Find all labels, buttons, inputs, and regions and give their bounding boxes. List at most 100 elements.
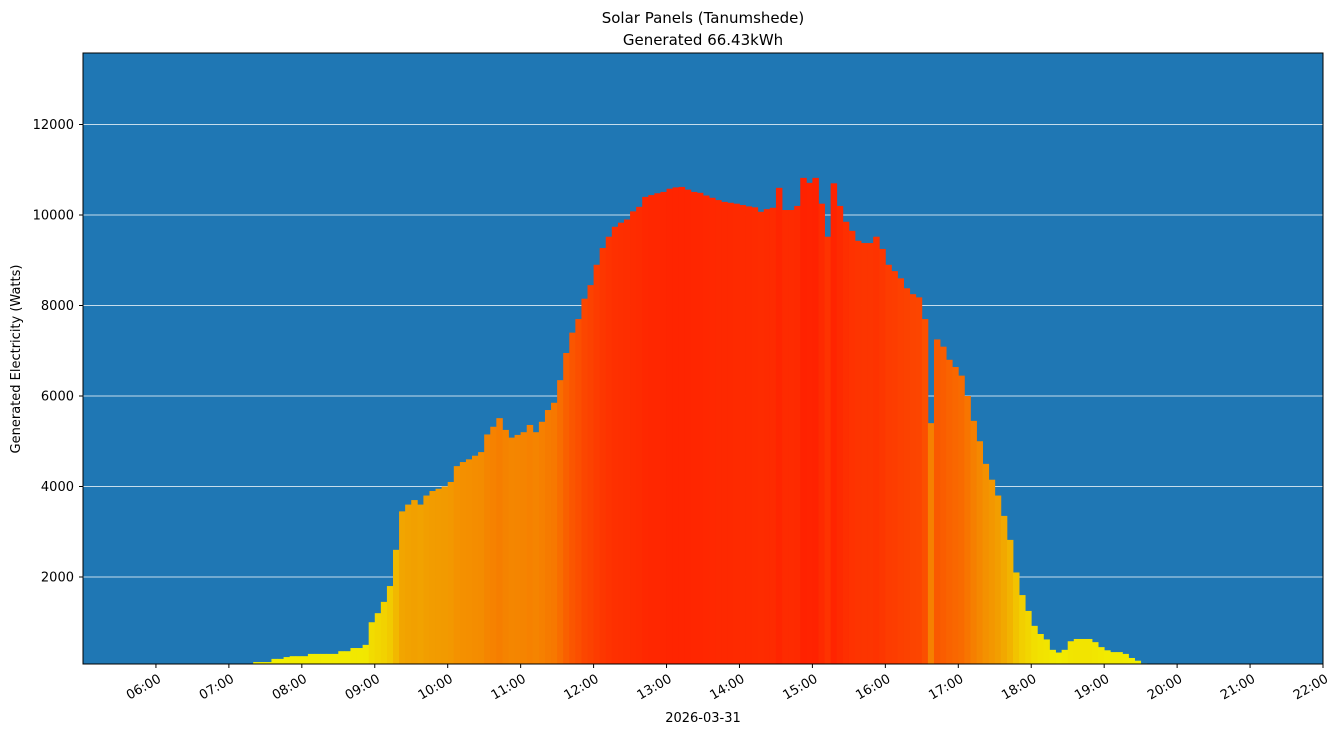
bar: [709, 198, 715, 664]
x-tick-label: 06:00: [124, 672, 164, 704]
bar: [928, 423, 934, 664]
bar: [1104, 650, 1110, 664]
bar: [581, 299, 587, 664]
bar: [691, 192, 697, 664]
bar: [1086, 639, 1092, 664]
bar: [721, 202, 727, 664]
bar: [679, 187, 685, 664]
bar: [837, 206, 843, 664]
bar: [533, 432, 539, 664]
bar: [575, 319, 581, 664]
bar: [673, 187, 679, 664]
bar: [1013, 572, 1019, 664]
x-tick-label: 21:00: [1218, 672, 1258, 704]
bar: [667, 189, 673, 664]
bar: [369, 622, 375, 664]
bar: [1049, 650, 1055, 664]
bar: [308, 654, 314, 664]
bar: [752, 207, 758, 664]
bar: [940, 347, 946, 664]
bar: [606, 237, 612, 664]
bar: [1037, 634, 1043, 664]
bar: [460, 462, 466, 664]
bar: [885, 265, 891, 664]
bar: [594, 265, 600, 664]
bar: [1062, 650, 1068, 664]
bar: [648, 195, 654, 664]
bar: [879, 249, 885, 664]
bar: [278, 659, 284, 664]
bar: [527, 425, 533, 664]
bar: [1098, 647, 1104, 664]
bar: [703, 196, 709, 664]
x-tick-label: 14:00: [708, 672, 748, 704]
bar: [569, 333, 575, 664]
bar: [849, 231, 855, 664]
chart-subtitle: Generated 66.43kWh: [623, 31, 783, 49]
x-tick-label: 20:00: [1145, 672, 1185, 704]
bar: [800, 178, 806, 664]
y-tick-label: 8000: [41, 299, 74, 314]
bar: [472, 456, 478, 664]
bar: [320, 654, 326, 664]
bar: [1122, 654, 1128, 664]
bar: [916, 297, 922, 664]
bar: [697, 193, 703, 664]
bar: [381, 602, 387, 664]
bar: [484, 434, 490, 664]
x-axis-label: 2026-03-31: [665, 711, 741, 726]
y-tick-label: 10000: [33, 208, 74, 223]
x-tick-label: 10:00: [416, 672, 456, 704]
bar: [1007, 540, 1013, 664]
bar: [387, 586, 393, 664]
bar: [964, 396, 970, 664]
x-tick-label: 17:00: [926, 672, 966, 704]
bar: [600, 248, 606, 664]
bar: [588, 285, 594, 664]
bar: [545, 410, 551, 664]
bar: [350, 648, 356, 664]
bar: [843, 222, 849, 664]
y-tick-label: 2000: [41, 570, 74, 585]
bar: [411, 500, 417, 664]
x-tick-label: 19:00: [1072, 672, 1112, 704]
bar: [429, 491, 435, 664]
bar: [861, 243, 867, 664]
bar: [910, 294, 916, 664]
bar: [1001, 516, 1007, 664]
bar: [995, 496, 1001, 664]
bar: [338, 651, 344, 664]
bar: [764, 209, 770, 664]
bar: [508, 438, 514, 664]
bar: [983, 464, 989, 664]
bar: [1068, 641, 1074, 664]
bar: [873, 237, 879, 664]
bar: [436, 489, 442, 664]
bar: [758, 212, 764, 664]
bar: [1056, 653, 1062, 664]
x-tick-label: 18:00: [999, 672, 1039, 704]
bar: [630, 211, 636, 664]
x-tick-label: 16:00: [853, 672, 893, 704]
bar: [794, 206, 800, 664]
bar: [448, 482, 454, 664]
bar: [290, 656, 296, 664]
bar: [557, 380, 563, 664]
bar: [618, 223, 624, 664]
bar: [393, 550, 399, 664]
bar: [1128, 658, 1134, 664]
y-tick-label: 6000: [41, 389, 74, 404]
bar: [399, 511, 405, 664]
bar: [727, 203, 733, 664]
x-tick-label: 13:00: [635, 672, 675, 704]
bar: [782, 210, 788, 664]
bar: [904, 288, 910, 664]
y-axis-label: Generated Electricity (Watts): [9, 265, 24, 454]
bar: [1080, 639, 1086, 664]
bar: [818, 204, 824, 664]
bar: [332, 654, 338, 664]
bar: [855, 241, 861, 664]
bar: [515, 435, 521, 664]
